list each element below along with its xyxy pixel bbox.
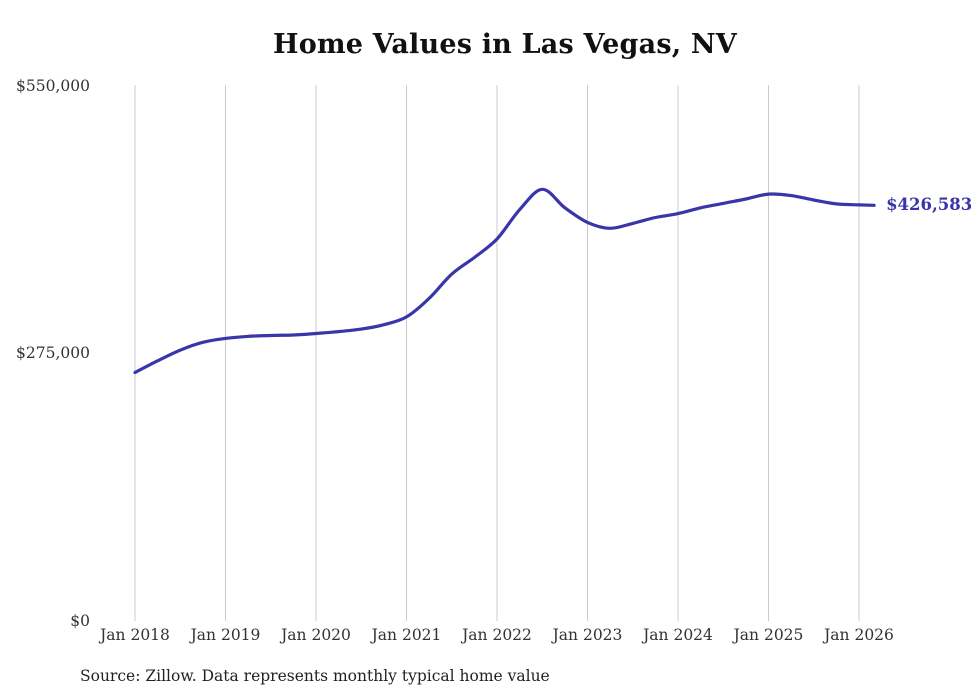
latest-value-label: $426,583 <box>886 195 973 215</box>
y-axis-tick-label: $275,000 <box>16 344 90 362</box>
x-axis-tick-label: Jan 2023 <box>552 626 623 644</box>
x-axis-tick-label: Jan 2025 <box>733 626 804 644</box>
source-note: Source: Zillow. Data represents monthly … <box>80 667 550 685</box>
x-axis-tick-label: Jan 2018 <box>100 626 170 644</box>
home-value-line <box>133 187 876 375</box>
vertical-gridlines <box>134 85 860 621</box>
x-axis-tick-label: Jan 2020 <box>281 626 351 644</box>
x-axis-tick-label: Jan 2024 <box>643 626 713 644</box>
x-axis-tick-label: Jan 2022 <box>462 626 532 644</box>
x-axis-tick-label: Jan 2019 <box>190 626 261 644</box>
chart-title: Home Values in Las Vegas, NV <box>273 29 737 60</box>
x-axis-tick-label: Jan 2021 <box>371 626 442 644</box>
x-axis-tick-label: Jan 2026 <box>824 626 894 644</box>
y-axis-tick-label: $550,000 <box>16 77 90 95</box>
y-axis-tick-label: $0 <box>70 612 90 630</box>
